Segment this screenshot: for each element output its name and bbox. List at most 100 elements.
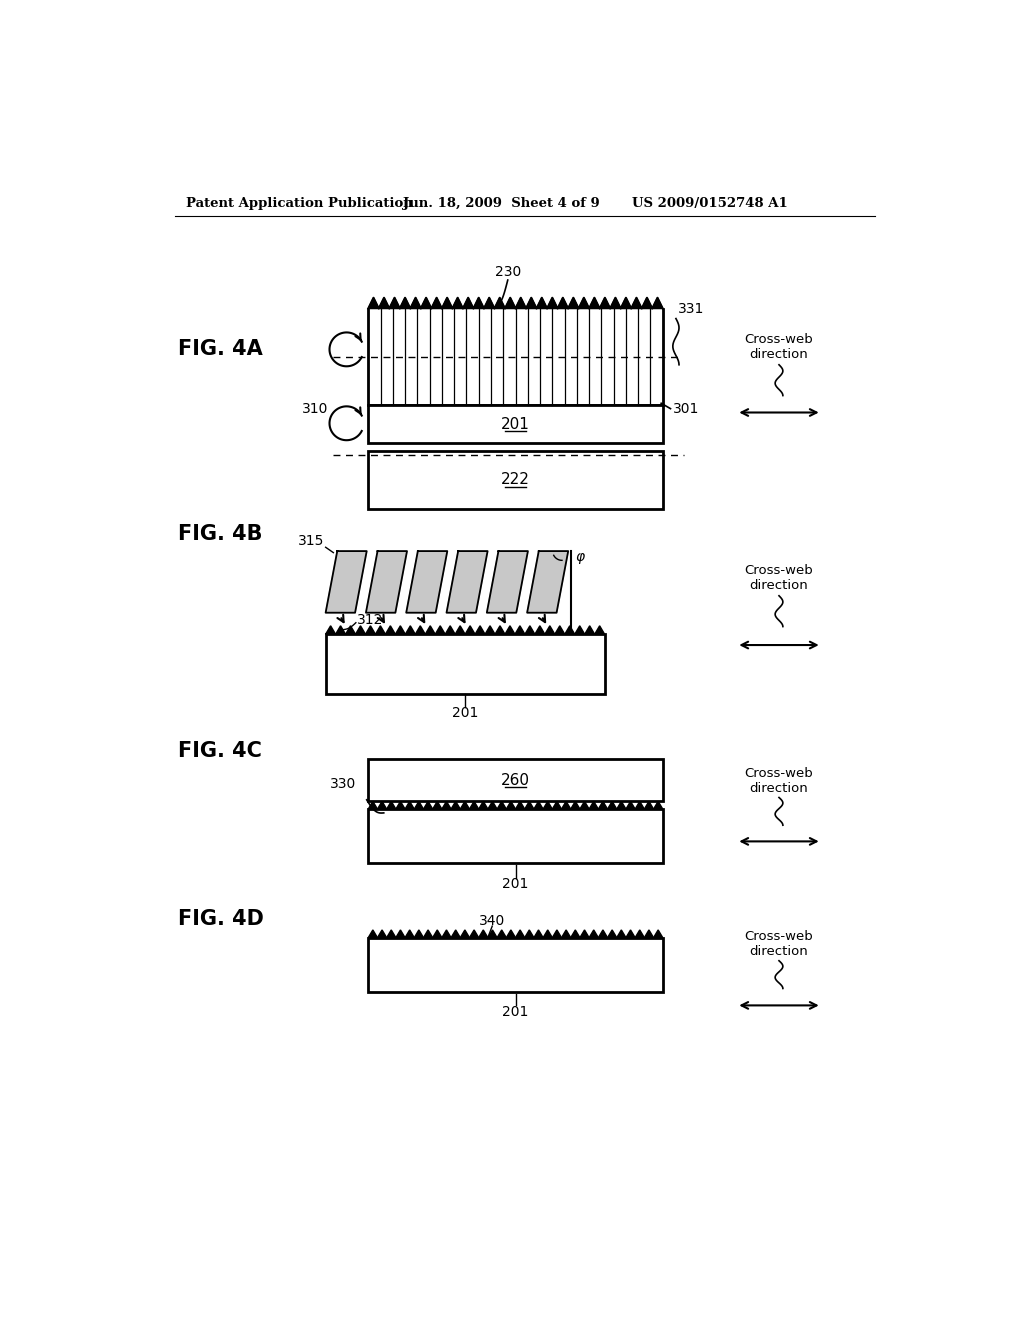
Polygon shape [495,298,505,309]
Polygon shape [653,801,663,809]
Polygon shape [497,929,506,937]
Bar [369,937,663,991]
Polygon shape [452,801,460,809]
Text: 315: 315 [298,535,324,548]
Polygon shape [631,405,642,416]
Polygon shape [421,405,431,416]
Polygon shape [407,552,447,612]
Polygon shape [585,626,595,635]
Polygon shape [547,405,558,416]
Polygon shape [396,929,406,937]
Polygon shape [478,801,487,809]
Text: 301: 301 [673,401,699,416]
Text: 201: 201 [503,1005,528,1019]
Polygon shape [455,626,465,635]
Polygon shape [431,405,442,416]
Bar [326,635,604,693]
Polygon shape [543,929,552,937]
Text: Cross-web
direction: Cross-web direction [744,929,813,958]
Polygon shape [552,801,561,809]
Polygon shape [644,929,653,937]
Polygon shape [415,801,424,809]
Polygon shape [543,801,552,809]
Polygon shape [607,801,616,809]
Text: 330: 330 [331,776,356,791]
Polygon shape [589,405,600,416]
Bar [369,405,663,444]
Polygon shape [574,626,585,635]
Polygon shape [326,552,367,612]
Polygon shape [433,929,442,937]
Polygon shape [579,405,589,416]
Polygon shape [580,929,589,937]
Polygon shape [561,929,570,937]
Text: FIG. 4B: FIG. 4B [178,524,263,544]
Polygon shape [406,626,416,635]
Polygon shape [497,801,506,809]
Polygon shape [411,298,421,309]
Polygon shape [406,801,415,809]
Polygon shape [537,298,547,309]
Polygon shape [626,929,635,937]
Polygon shape [473,298,484,309]
Polygon shape [406,929,415,937]
Polygon shape [537,405,547,416]
Polygon shape [555,626,565,635]
Polygon shape [435,626,445,635]
Polygon shape [515,626,525,635]
Polygon shape [607,929,616,937]
Polygon shape [433,801,442,809]
Polygon shape [460,801,469,809]
Polygon shape [515,801,524,809]
Polygon shape [568,405,579,416]
Polygon shape [505,298,515,309]
Polygon shape [366,626,376,635]
Text: FIG. 4A: FIG. 4A [178,339,263,359]
Polygon shape [442,929,452,937]
Text: 260: 260 [501,772,530,788]
Polygon shape [463,405,473,416]
Text: Cross-web
direction: Cross-web direction [744,333,813,362]
Polygon shape [416,626,425,635]
Polygon shape [568,298,579,309]
Polygon shape [505,405,515,416]
Polygon shape [524,801,534,809]
Text: 331: 331 [678,302,705,317]
Polygon shape [453,405,463,416]
Text: FIG. 4C: FIG. 4C [178,742,262,762]
Polygon shape [515,405,526,416]
Polygon shape [484,405,495,416]
Polygon shape [366,552,407,612]
Text: 340: 340 [479,913,506,928]
Polygon shape [626,801,635,809]
Polygon shape [635,929,644,937]
Polygon shape [345,626,355,635]
Polygon shape [326,626,336,635]
Polygon shape [415,929,424,937]
Polygon shape [589,298,600,309]
Polygon shape [425,626,435,635]
Polygon shape [621,298,631,309]
Polygon shape [515,929,524,937]
Polygon shape [589,929,598,937]
Polygon shape [475,626,485,635]
Text: Cross-web
direction: Cross-web direction [744,767,813,795]
Polygon shape [487,929,497,937]
Polygon shape [598,801,607,809]
Text: 310: 310 [302,401,328,416]
Bar [369,759,663,801]
Polygon shape [589,801,598,809]
Polygon shape [376,626,385,635]
Polygon shape [652,298,663,309]
Polygon shape [453,298,463,309]
Text: Cross-web
direction: Cross-web direction [744,564,813,593]
Polygon shape [598,929,607,937]
Polygon shape [595,626,604,635]
Polygon shape [424,801,433,809]
Polygon shape [534,801,543,809]
Polygon shape [642,298,652,309]
Polygon shape [385,626,395,635]
Polygon shape [389,405,399,416]
Polygon shape [460,929,469,937]
Polygon shape [442,405,453,416]
